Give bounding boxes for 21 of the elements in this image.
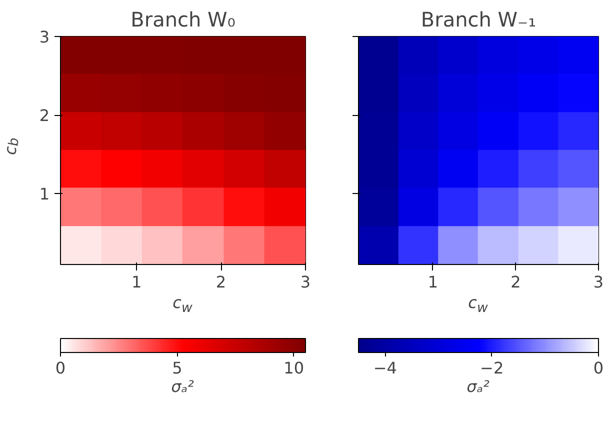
color-bar-label: 5: [172, 358, 182, 378]
chart-title: Branch W₀: [130, 8, 236, 32]
color-bar-label: −4: [373, 358, 397, 378]
x-tick-label: 3: [593, 272, 604, 292]
x-tick-label: 1: [428, 272, 438, 292]
x-tick-label: 3: [300, 272, 311, 292]
color-bar-label: 0: [55, 358, 66, 378]
x-axis-title: c$_{w}$: [468, 292, 488, 318]
x-tick-label: 2: [216, 272, 226, 292]
y-tick-label: 1: [39, 184, 50, 204]
x-tick-label: 2: [510, 272, 521, 292]
color-bar-label: −2: [480, 358, 504, 378]
color-bar-label: 0: [593, 358, 604, 378]
y-tick-label: 3: [39, 28, 50, 46]
x-axis-title: c$_{w}$: [172, 292, 192, 318]
y-tick-label: 2: [39, 106, 50, 126]
chart-title: Branch W₋₁: [420, 8, 536, 32]
color-bar-label: 10: [284, 358, 304, 378]
color-bar-title: σₐ²: [466, 376, 490, 398]
color-bar-title: σₐ²: [171, 376, 194, 398]
x-tick-label: 1: [131, 272, 142, 292]
